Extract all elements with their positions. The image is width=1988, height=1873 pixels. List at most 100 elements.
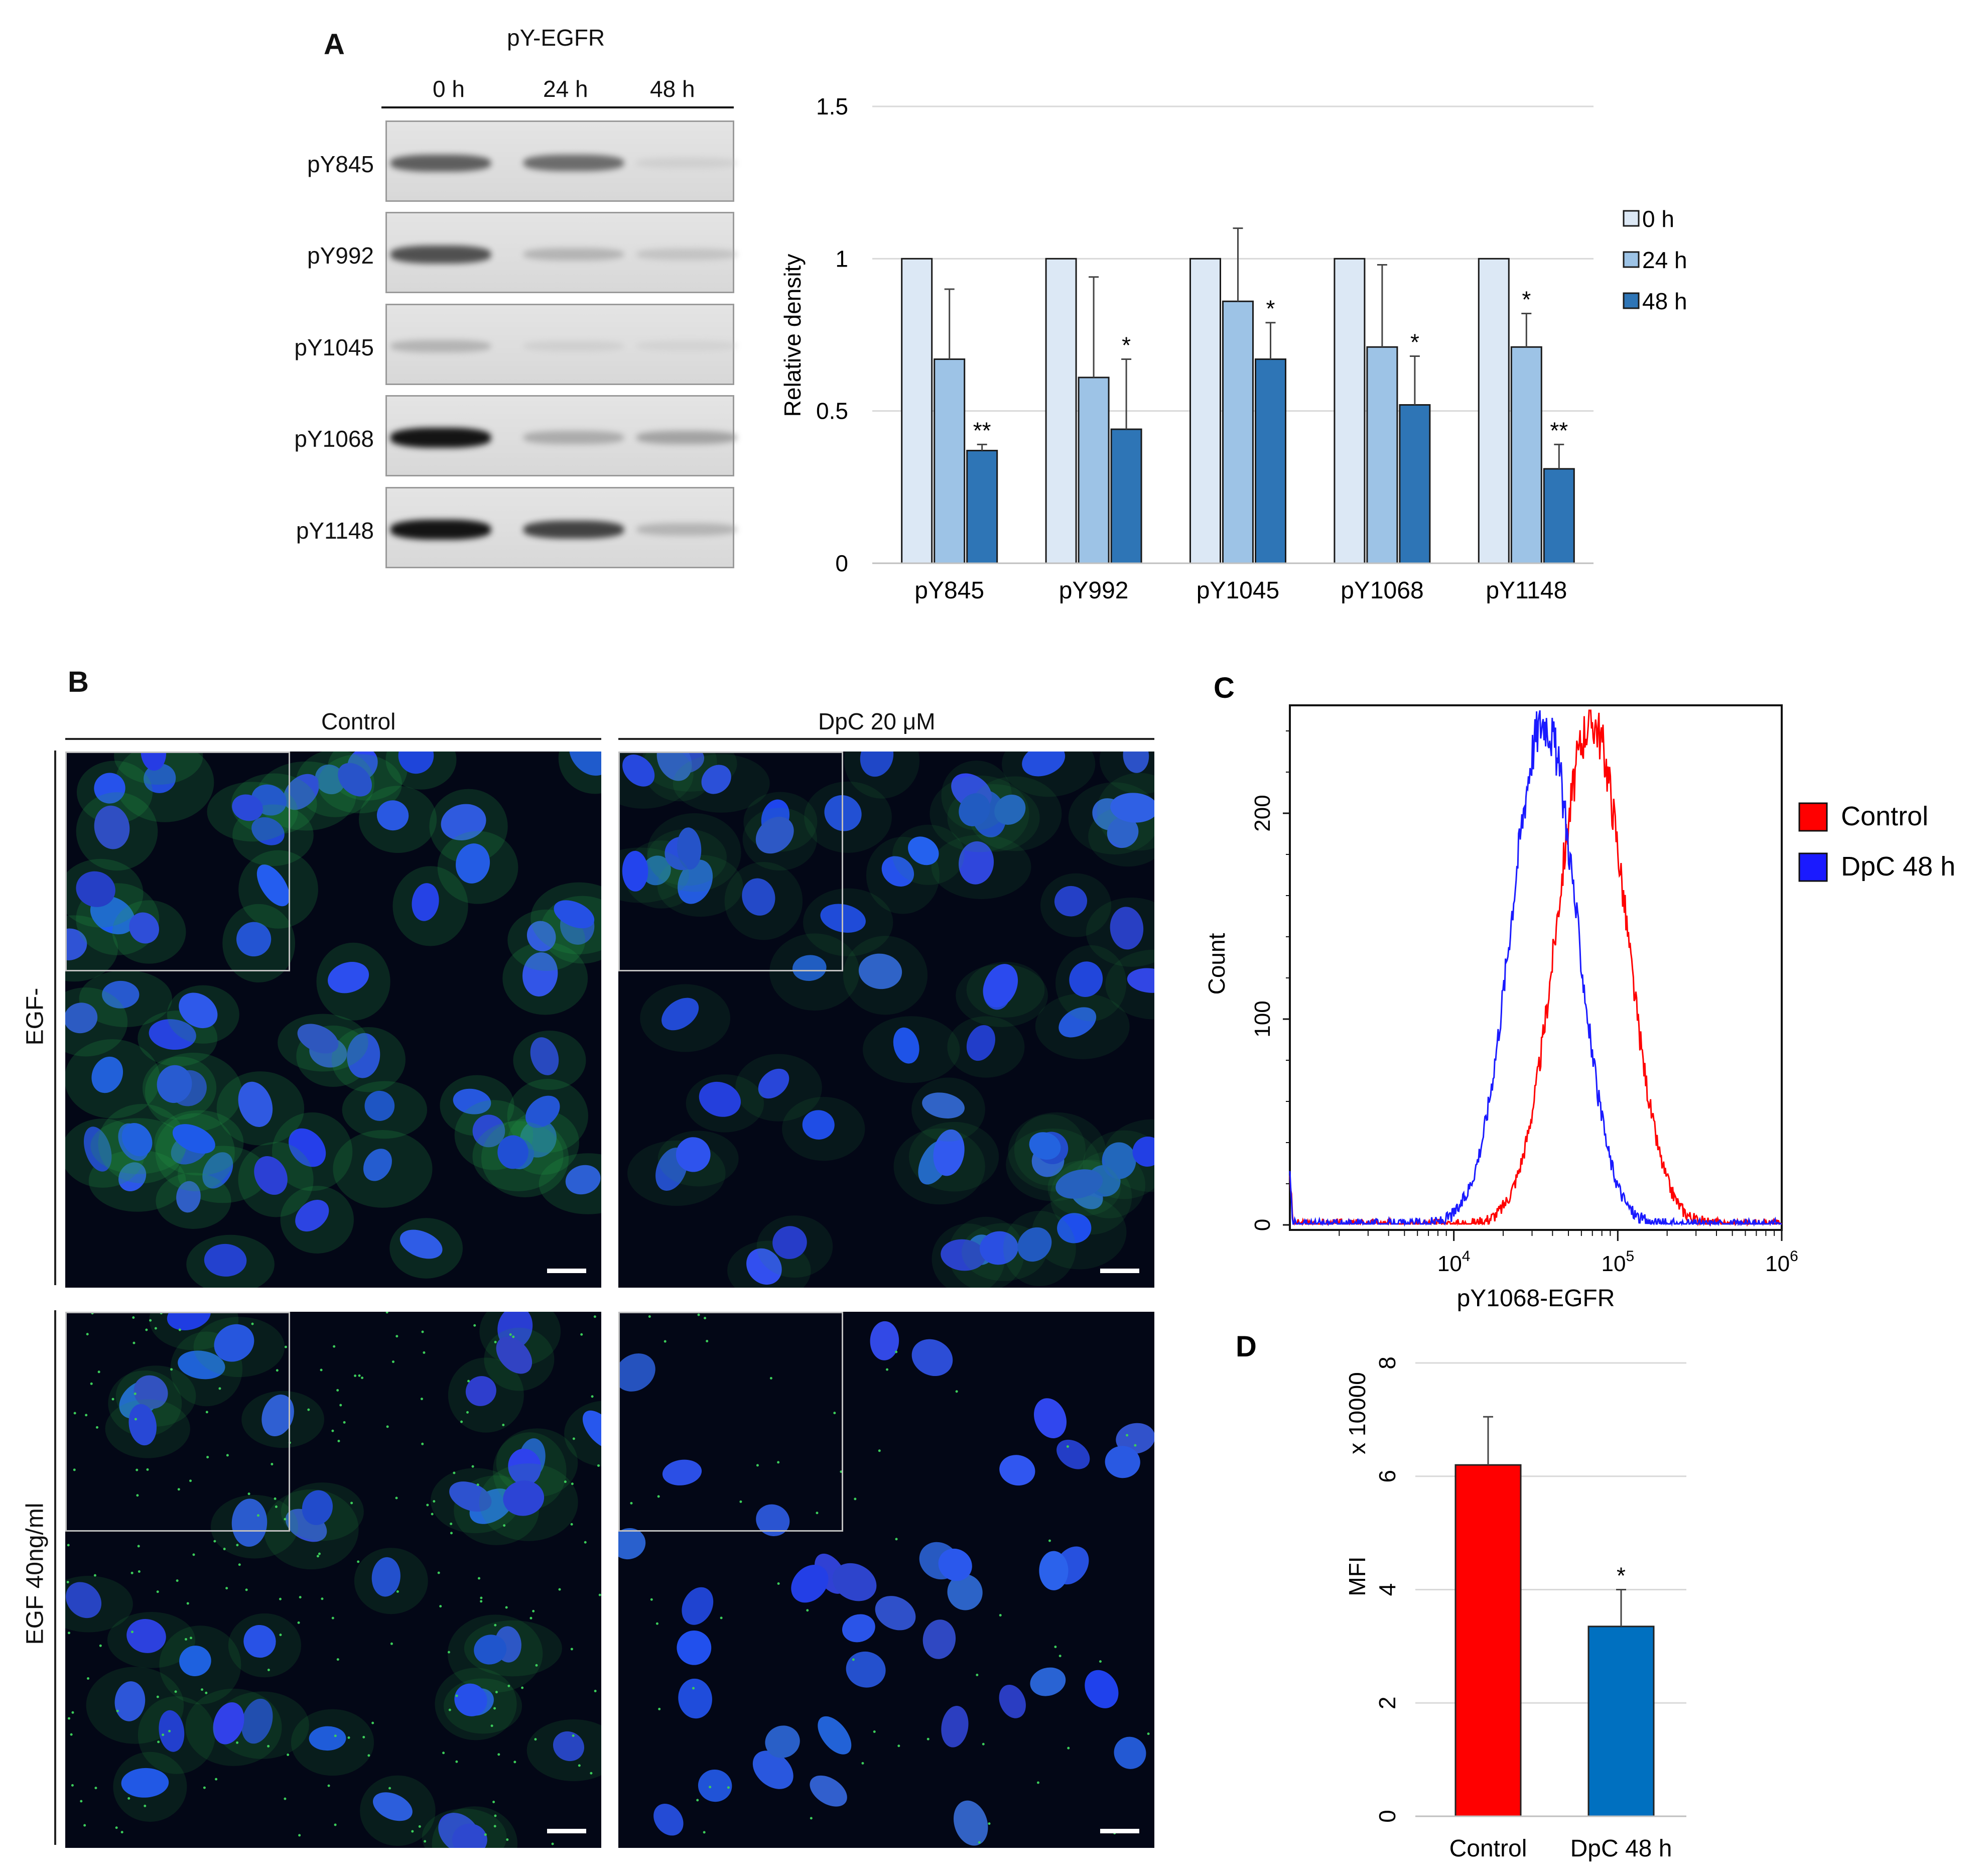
vesicle — [316, 1555, 319, 1558]
plot-frame — [1289, 704, 1783, 1231]
vesicle — [1058, 1655, 1062, 1658]
x-tick-label: pY992 — [1059, 577, 1129, 604]
blot-strip — [385, 304, 737, 385]
vesicle — [982, 1742, 985, 1745]
legend-label: 0 h — [1642, 206, 1674, 232]
vesicle — [471, 1465, 474, 1468]
blot-band — [390, 154, 491, 172]
blot-timepoint-48h: 48 h — [650, 76, 695, 102]
vesicle — [477, 1577, 480, 1580]
vesicle — [558, 1588, 561, 1591]
microscopy-image — [618, 1312, 1154, 1848]
vesicle — [93, 1574, 96, 1577]
vesicle — [739, 1500, 742, 1503]
vesicle — [551, 1842, 554, 1845]
nucleus — [1057, 1213, 1092, 1243]
vesicle — [130, 1571, 134, 1574]
x-tick-label: pY845 — [914, 577, 984, 604]
nucleus — [1116, 1423, 1154, 1454]
vesicle — [727, 1786, 730, 1789]
nucleus — [522, 952, 558, 996]
y-tick-label: 200 — [1250, 795, 1275, 831]
vesicle — [205, 1411, 208, 1414]
legend-label: Control — [1841, 801, 1928, 831]
vesicle — [455, 1760, 458, 1763]
vesicle — [512, 1335, 515, 1338]
nucleus — [347, 1033, 380, 1078]
nucleus — [832, 1563, 877, 1601]
bar — [901, 258, 933, 564]
vesicle — [423, 1351, 426, 1354]
vesicle — [307, 1408, 310, 1411]
vesicle — [327, 1784, 330, 1787]
histogram-line — [1289, 709, 1782, 1227]
nucleus — [1029, 1132, 1061, 1160]
nucleus — [134, 1375, 168, 1409]
vesicle — [176, 1579, 179, 1582]
vesicle — [696, 1799, 699, 1802]
nucleus — [582, 1410, 601, 1449]
vesicle — [976, 1674, 979, 1677]
vesicle — [978, 1841, 981, 1844]
vesicle — [492, 1801, 495, 1804]
vesicle — [590, 1772, 593, 1775]
vesicle — [572, 1437, 575, 1440]
blot-band — [523, 155, 624, 172]
vesicle — [271, 1463, 274, 1466]
vesicle — [174, 1690, 177, 1693]
vesicle — [71, 1784, 74, 1787]
vesicle — [226, 1454, 229, 1457]
nucleus — [622, 755, 655, 787]
vesicle — [648, 1315, 651, 1318]
vesicle — [86, 1333, 89, 1336]
nucleus — [496, 1336, 533, 1374]
nucleus — [1039, 1551, 1069, 1590]
vesicle — [120, 1831, 123, 1834]
x-tick-label: 104 — [1437, 1248, 1471, 1276]
nucleus — [474, 1635, 507, 1665]
vesicle — [331, 1429, 334, 1432]
vesicle — [521, 1686, 524, 1689]
nucleus — [128, 1404, 157, 1446]
nucleus — [701, 765, 731, 794]
significance-marker: * — [1122, 332, 1131, 358]
vesicle — [154, 1327, 157, 1330]
vesicle — [466, 1411, 469, 1414]
nucleus — [765, 1725, 800, 1758]
nucleus — [289, 1128, 326, 1167]
nucleus — [554, 900, 595, 929]
vesicle — [1134, 1444, 1137, 1447]
vesicle — [218, 1387, 221, 1390]
blot-strip — [385, 395, 737, 476]
vesicle — [854, 1497, 857, 1501]
nucleus — [642, 855, 671, 886]
nucleus — [842, 1614, 875, 1643]
blot-row-label: pY1045 — [294, 334, 374, 360]
y-tick-label: 0.5 — [816, 398, 848, 424]
vesicle — [1067, 1746, 1070, 1750]
vesicle — [650, 1598, 653, 1601]
vesicle — [298, 1834, 301, 1837]
vesicle — [507, 1684, 510, 1687]
nucleus — [553, 1731, 584, 1762]
nucleus — [204, 1243, 247, 1277]
vesicle — [192, 1553, 195, 1556]
blot-row-label: pY845 — [307, 151, 374, 177]
vesicle — [494, 1814, 497, 1817]
legend-label: 48 h — [1642, 288, 1687, 314]
nucleus — [810, 1775, 847, 1807]
nucleus — [238, 1081, 273, 1128]
blot-band — [390, 245, 491, 264]
y-tick-label: 0 — [835, 550, 848, 576]
significance-marker: * — [1522, 287, 1531, 313]
vesicle — [420, 1398, 423, 1401]
nucleus — [846, 1651, 886, 1688]
nucleus — [941, 1706, 969, 1747]
vesicle — [284, 1518, 287, 1521]
vesicle — [494, 1340, 497, 1343]
vesicle — [168, 1729, 171, 1732]
blot-row-label: pY992 — [307, 242, 374, 269]
vesicle — [594, 1689, 597, 1692]
legend-swatch — [1623, 251, 1640, 268]
nucleus — [922, 1092, 965, 1118]
